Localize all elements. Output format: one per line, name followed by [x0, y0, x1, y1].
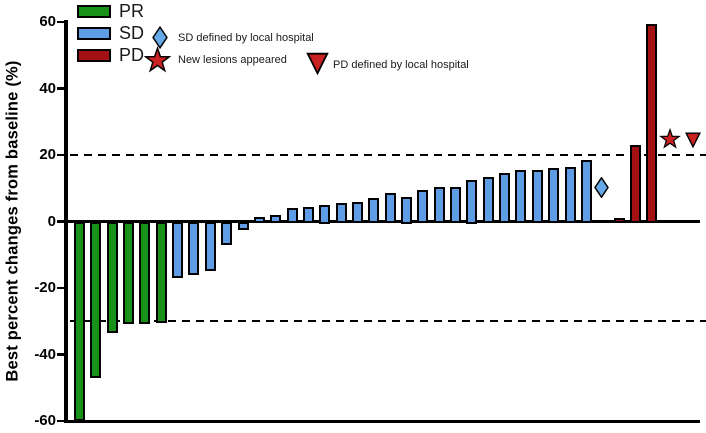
legend-diamond-text: SD defined by local hospital: [178, 31, 314, 44]
bar-sd: [384, 193, 396, 224]
bar-sd: [433, 186, 445, 224]
dashed-reference-line--30: [70, 320, 706, 323]
y-tick-label: 40: [39, 79, 56, 97]
bar-pr: [74, 221, 85, 421]
y-tick-mark: [56, 419, 65, 423]
y-tick-label: 60: [39, 13, 56, 30]
y-tick-mark: [56, 20, 65, 24]
bar-sd: [351, 201, 363, 224]
legend-label-pr: PR: [119, 0, 145, 21]
y-tick-label: 0: [47, 212, 56, 230]
y-tick-mark: [56, 87, 65, 90]
bar-pr: [155, 221, 167, 323]
bar-sd: [319, 204, 331, 224]
legend-triangle-icon: [306, 52, 329, 75]
y-tick-label: -60: [34, 412, 56, 429]
x-axis-baseline: [64, 220, 700, 223]
bar-sd: [172, 221, 184, 278]
legend-label-sd: SD: [119, 22, 145, 43]
bar-pr: [123, 221, 135, 325]
new-lesions-star-marker-icon: [659, 128, 681, 149]
bar-sd: [204, 221, 216, 272]
legend-swatch-sd: [77, 26, 111, 40]
legend-label-pd: PD: [119, 44, 145, 65]
bar-sd: [580, 159, 592, 224]
bar-pr: [106, 221, 118, 333]
legend-swatch-pd: [77, 48, 111, 62]
bar-sd: [531, 169, 543, 224]
bar-pd: [629, 145, 641, 224]
bar-sd: [253, 216, 265, 224]
bar-sd: [335, 203, 347, 224]
bar-sd: [286, 208, 298, 224]
legend-triangle-text: PD defined by local hospital: [333, 59, 469, 71]
y-tick-mark: [56, 286, 65, 290]
bar-sd: [482, 176, 494, 224]
bar-sd: [417, 189, 429, 224]
y-tick-label: 20: [39, 146, 56, 163]
bar-sd: [368, 198, 380, 224]
y-tick-mark: [56, 220, 65, 223]
bar-sd: [237, 221, 249, 230]
y-tick-label: -40: [34, 345, 56, 363]
legend-star-text: New lesions appeared: [178, 53, 287, 66]
y-tick-mark: [56, 153, 65, 157]
bar-sd: [270, 214, 282, 224]
bar-sd: [188, 221, 200, 275]
bar-sd: [499, 173, 511, 224]
bar-pd: [646, 23, 658, 224]
y-tick-label: -20: [34, 279, 56, 296]
bar-sd: [564, 166, 576, 224]
bar-sd: [450, 186, 462, 224]
legend-swatch-pr: [77, 4, 111, 18]
y-tick-mark: [56, 353, 65, 356]
pd-triangle-marker-icon: [685, 132, 701, 149]
bar-pr: [90, 221, 102, 378]
bar-sd: [548, 168, 560, 224]
legend-star-icon: [143, 46, 172, 73]
legend-diamond-icon: [152, 26, 168, 49]
bar-pd: [613, 218, 625, 224]
bar-sd: [221, 221, 233, 245]
bottom-frame-line: [64, 420, 700, 423]
bar-sd: [515, 169, 527, 224]
bar-sd: [401, 196, 412, 224]
sd-diamond-marker-icon: [594, 177, 609, 198]
bar-sd: [302, 206, 314, 224]
dashed-reference-line-20: [70, 153, 706, 157]
bar-pr: [139, 221, 151, 325]
bar-sd: [466, 179, 478, 224]
